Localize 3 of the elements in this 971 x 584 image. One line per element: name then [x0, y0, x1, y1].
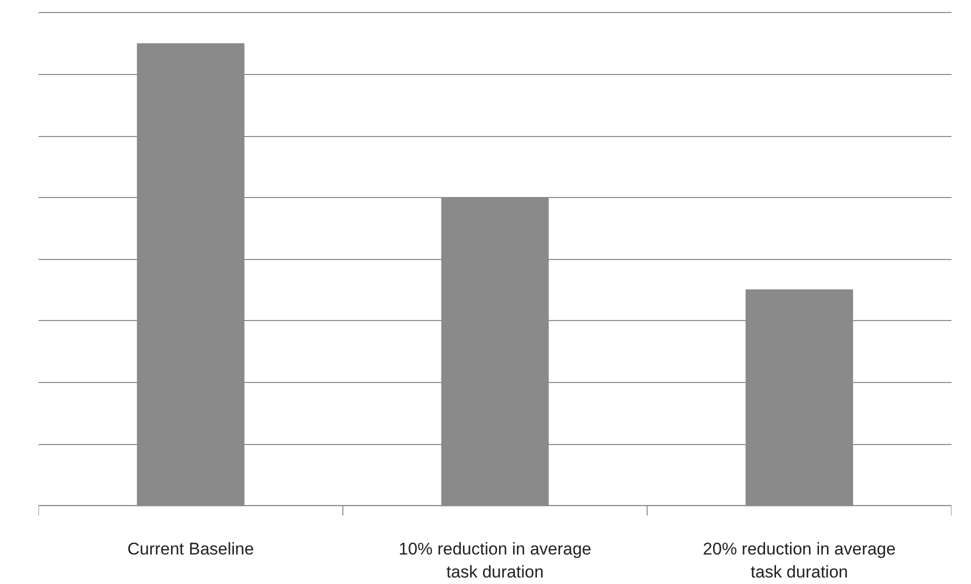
x-tick-label: Current Baseline: [127, 540, 254, 558]
x-tick-label: 10% reduction in average task duration: [398, 540, 592, 582]
x-tick-label: 20% reduction in average task duration: [702, 540, 896, 582]
